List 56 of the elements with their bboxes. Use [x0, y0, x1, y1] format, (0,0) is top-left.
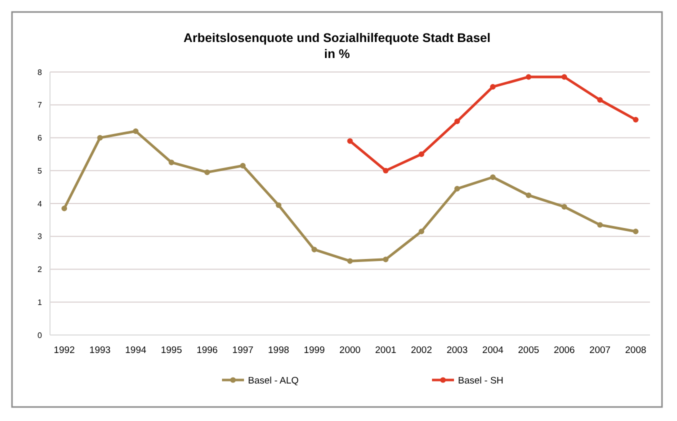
- point: [240, 162, 246, 168]
- point: [97, 134, 103, 141]
- y-tick-label: 2: [38, 265, 43, 274]
- point: [418, 228, 424, 234]
- x-tick-label: 1995: [160, 345, 182, 356]
- x-tick-label: 2001: [375, 345, 396, 356]
- y-tick-label: 1: [38, 298, 43, 307]
- x-tick-label: 2000: [339, 345, 361, 356]
- point: [561, 74, 568, 80]
- point: [632, 116, 639, 122]
- chart-subtitle: in %: [324, 47, 350, 61]
- y-tick-label: 3: [38, 232, 43, 242]
- point: [490, 174, 496, 180]
- x-tick-label: 1999: [304, 345, 325, 356]
- point: [597, 222, 603, 228]
- y-tick-label: 8: [38, 68, 43, 77]
- y-tick-label: 0: [38, 330, 43, 340]
- point: [632, 228, 639, 234]
- x-tick-label: 2002: [410, 345, 432, 356]
- point: [347, 138, 353, 144]
- point: [561, 204, 568, 210]
- x-tick-label: 2008: [625, 345, 646, 356]
- x-tick-label: 1997: [232, 345, 254, 356]
- x-tick-label: 1992: [54, 345, 75, 356]
- point: [61, 206, 68, 212]
- x-tick-label: 2007: [589, 345, 611, 356]
- y-tick-label: 6: [38, 134, 43, 143]
- point: [418, 151, 424, 157]
- x-tick-label: 1994: [125, 345, 146, 356]
- x-tick-label: 1993: [89, 345, 111, 356]
- x-tick-label: 2003: [446, 345, 468, 356]
- legend-label: Basel - ALQ: [248, 375, 299, 386]
- point: [168, 160, 174, 166]
- point: [311, 246, 318, 252]
- point: [490, 84, 496, 90]
- point: [382, 256, 389, 262]
- point: [526, 192, 532, 198]
- point: [132, 128, 139, 134]
- point: [454, 186, 460, 192]
- point: [526, 74, 532, 80]
- legend-label: Basel - SH: [458, 375, 504, 386]
- point: [597, 97, 603, 103]
- y-tick-label: 4: [38, 199, 43, 208]
- x-tick-label: 1998: [268, 345, 290, 356]
- point: [347, 258, 353, 264]
- x-tick-label: 1996: [196, 345, 218, 356]
- x-tick-label: 2005: [518, 345, 540, 356]
- point: [382, 168, 389, 174]
- point: [204, 169, 210, 176]
- x-tick-label: 2004: [482, 345, 504, 356]
- chart-title: Arbeitslosenquote und Sozialhilfequote Stadt Basel: [184, 31, 490, 45]
- y-tick-label: 5: [38, 166, 43, 176]
- point: [454, 118, 460, 124]
- y-tick-label: 7: [38, 100, 43, 110]
- point: [276, 202, 282, 208]
- x-tick-label: 2006: [554, 345, 575, 356]
